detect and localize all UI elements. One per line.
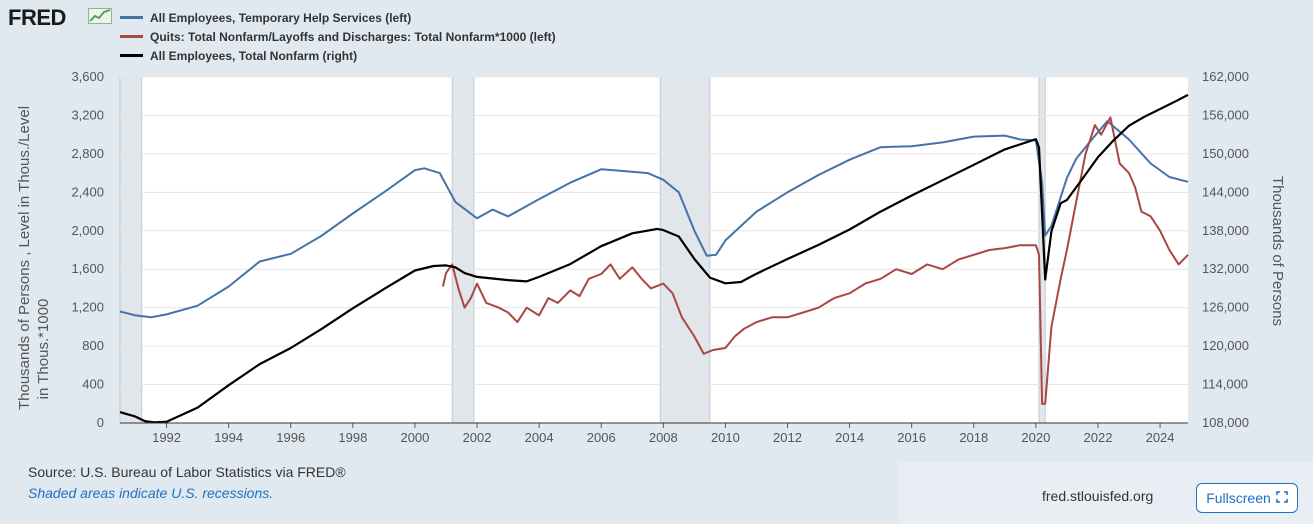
left-tick-label: 1,600 bbox=[71, 261, 104, 276]
x-tick-label: 2018 bbox=[959, 430, 988, 445]
series-line bbox=[441, 116, 1189, 405]
right-tick-label: 120,000 bbox=[1202, 338, 1249, 353]
left-tick-label: 400 bbox=[82, 377, 104, 392]
left-tick-label: 3,200 bbox=[71, 107, 104, 122]
footer-toolbar: fred.stlouisfed.org Fullscreen bbox=[898, 462, 1313, 524]
x-tick-label: 2024 bbox=[1146, 430, 1175, 445]
recession-band bbox=[452, 77, 474, 423]
legend-swatch bbox=[120, 16, 143, 19]
right-tick-label: 108,000 bbox=[1202, 415, 1249, 430]
x-tick-label: 2022 bbox=[1084, 430, 1113, 445]
left-tick-label: 2,400 bbox=[71, 184, 104, 199]
x-tick-label: 2010 bbox=[711, 430, 740, 445]
left-tick-label: 1,200 bbox=[71, 300, 104, 315]
legend-swatch bbox=[120, 54, 143, 57]
x-tick-label: 2006 bbox=[587, 430, 616, 445]
x-tick-label: 1992 bbox=[152, 430, 181, 445]
series-line bbox=[119, 120, 1189, 319]
legend-label: All Employees, Total Nonfarm (right) bbox=[150, 48, 358, 63]
legend-item-quits-layoffs[interactable]: Quits: Total Nonfarm/Layoffs and Dischar… bbox=[120, 27, 556, 46]
left-tick-label: 2,000 bbox=[71, 223, 104, 238]
x-tick-label: 2012 bbox=[773, 430, 802, 445]
series-line bbox=[119, 93, 1189, 424]
x-tick-label: 2016 bbox=[897, 430, 926, 445]
x-tick-label: 1996 bbox=[276, 430, 305, 445]
left-axis-title-line2: in Thous.*1000 bbox=[35, 299, 52, 400]
chart-line-icon bbox=[88, 8, 112, 29]
fred-url-link[interactable]: fred.stlouisfed.org bbox=[1042, 488, 1154, 504]
x-tick-label: 1994 bbox=[214, 430, 243, 445]
right-tick-label: 132,000 bbox=[1202, 261, 1249, 276]
footer-notes: Source: U.S. Bureau of Labor Statistics … bbox=[28, 462, 346, 504]
left-tick-label: 2,800 bbox=[71, 146, 104, 161]
right-tick-label: 156,000 bbox=[1202, 107, 1249, 122]
right-tick-label: 144,000 bbox=[1202, 184, 1249, 199]
right-tick-label: 114,000 bbox=[1202, 377, 1248, 392]
chart[interactable]: 0 400 800 1,200 1,600 2,000 2,400 2,800 3,200 3,6… bbox=[0, 0, 1313, 460]
source-note: Source: U.S. Bureau of Labor Statistics … bbox=[28, 464, 346, 480]
legend-swatch bbox=[120, 35, 143, 38]
x-tick-label: 2004 bbox=[525, 430, 554, 445]
fullscreen-label: Fullscreen bbox=[1206, 490, 1271, 506]
right-tick-label: 138,000 bbox=[1202, 223, 1249, 238]
recession-shading-note: Shaded areas indicate U.S. recessions. bbox=[28, 485, 274, 501]
fullscreen-button[interactable]: Fullscreen bbox=[1196, 483, 1298, 513]
x-tick-label: 2020 bbox=[1021, 430, 1050, 445]
legend-item-temp-help[interactable]: All Employees, Temporary Help Services (… bbox=[120, 8, 556, 27]
right-tick-label: 126,000 bbox=[1202, 300, 1249, 315]
legend-label: Quits: Total Nonfarm/Layoffs and Dischar… bbox=[150, 29, 556, 44]
x-tick-label: 2008 bbox=[649, 430, 678, 445]
expand-icon bbox=[1275, 490, 1288, 506]
left-tick-label: 3,600 bbox=[71, 69, 104, 84]
recession-band bbox=[120, 77, 142, 423]
legend-label: All Employees, Temporary Help Services (… bbox=[150, 10, 412, 25]
left-tick-label: 800 bbox=[82, 338, 104, 353]
x-tick-label: 1998 bbox=[338, 430, 367, 445]
plot-area bbox=[120, 77, 1188, 423]
left-tick-label: 0 bbox=[97, 415, 104, 430]
right-tick-label: 162,000 bbox=[1202, 69, 1249, 84]
legend-item-total-nonfarm[interactable]: All Employees, Total Nonfarm (right) bbox=[120, 46, 556, 65]
x-tick-label: 2002 bbox=[463, 430, 492, 445]
chart-legend: All Employees, Temporary Help Services (… bbox=[120, 8, 556, 65]
x-tick-label: 2014 bbox=[835, 430, 864, 445]
right-tick-label: 150,000 bbox=[1202, 146, 1249, 161]
fred-logo: FRED bbox=[8, 5, 66, 30]
recession-band bbox=[660, 77, 710, 423]
x-tick-label: 2000 bbox=[400, 430, 429, 445]
left-axis-title: Thousands of Persons , Level in Thous./L… bbox=[16, 106, 33, 410]
recession-band bbox=[1038, 77, 1046, 423]
right-axis-title: Thousands of Persons bbox=[1269, 176, 1286, 326]
